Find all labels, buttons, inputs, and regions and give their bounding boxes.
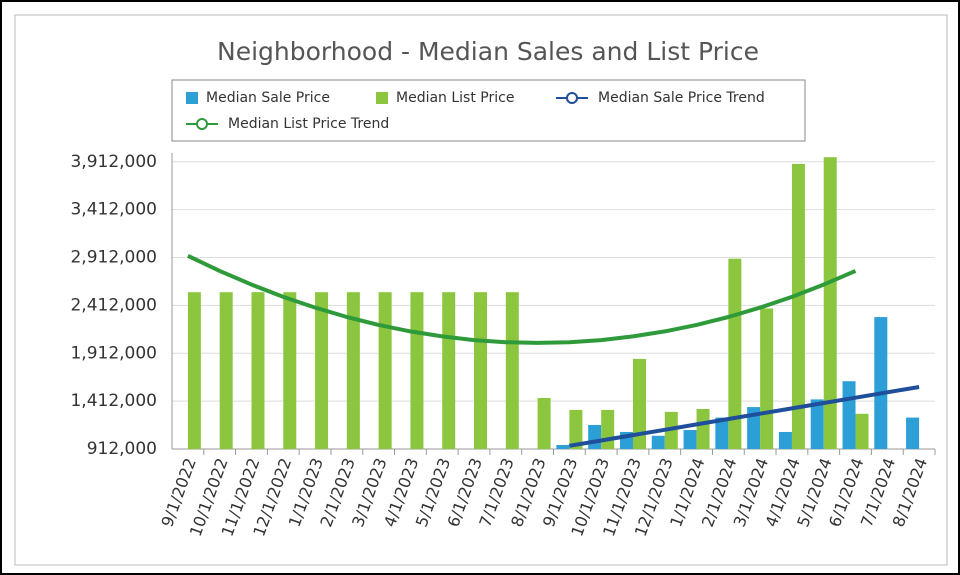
legend-marker bbox=[196, 118, 208, 130]
trend-line bbox=[569, 385, 920, 448]
bar bbox=[696, 408, 710, 449]
legend: Median Sale Price Median List Price Median… bbox=[186, 90, 765, 132]
legend-swatch bbox=[186, 92, 198, 104]
bar bbox=[588, 424, 602, 449]
bar bbox=[556, 444, 570, 449]
legend-marker bbox=[566, 92, 578, 104]
trend-line bbox=[187, 253, 857, 345]
bar bbox=[315, 292, 329, 449]
legend-label: Median List Price bbox=[396, 90, 514, 106]
bar bbox=[442, 292, 456, 449]
y-tick-label: 3,412,000 bbox=[70, 200, 157, 220]
y-tick-label: 2,912,000 bbox=[70, 248, 157, 268]
y-tick-label: 3,912,000 bbox=[70, 152, 157, 172]
bar bbox=[474, 292, 488, 449]
y-tick-label: 1,412,000 bbox=[70, 391, 157, 411]
legend-swatch bbox=[376, 92, 388, 104]
bar bbox=[505, 292, 519, 449]
bar bbox=[760, 308, 774, 449]
bar bbox=[791, 163, 805, 449]
bar bbox=[378, 292, 392, 449]
bar bbox=[569, 409, 583, 449]
bar bbox=[283, 292, 297, 449]
bar bbox=[778, 431, 792, 449]
legend-label: Median Sale Price bbox=[206, 90, 330, 106]
bar bbox=[842, 381, 856, 449]
bar bbox=[683, 430, 697, 449]
bar bbox=[187, 292, 201, 449]
y-tick-label: 2,412,000 bbox=[70, 295, 157, 315]
chart-title: Neighborhood - Median Sales and List Pri… bbox=[217, 37, 759, 66]
y-tick-label: 1,912,000 bbox=[70, 343, 157, 363]
bar bbox=[823, 157, 837, 450]
bar bbox=[219, 292, 233, 449]
bar bbox=[410, 292, 424, 449]
bar bbox=[855, 413, 869, 449]
legend-box bbox=[171, 79, 806, 142]
bar bbox=[747, 407, 761, 449]
bar bbox=[810, 399, 824, 449]
bar bbox=[251, 292, 265, 449]
legend-label: Median Sale Price Trend bbox=[598, 90, 765, 106]
bar bbox=[346, 292, 360, 449]
bar bbox=[715, 417, 729, 449]
bar bbox=[728, 258, 742, 449]
bar bbox=[537, 397, 551, 449]
legend-label: Median List Price Trend bbox=[228, 116, 389, 132]
y-tick-label: 912,000 bbox=[87, 439, 157, 459]
bar bbox=[906, 417, 920, 449]
bar bbox=[651, 435, 665, 449]
bar bbox=[874, 317, 888, 449]
bar bbox=[601, 409, 615, 449]
bar bbox=[632, 358, 646, 449]
